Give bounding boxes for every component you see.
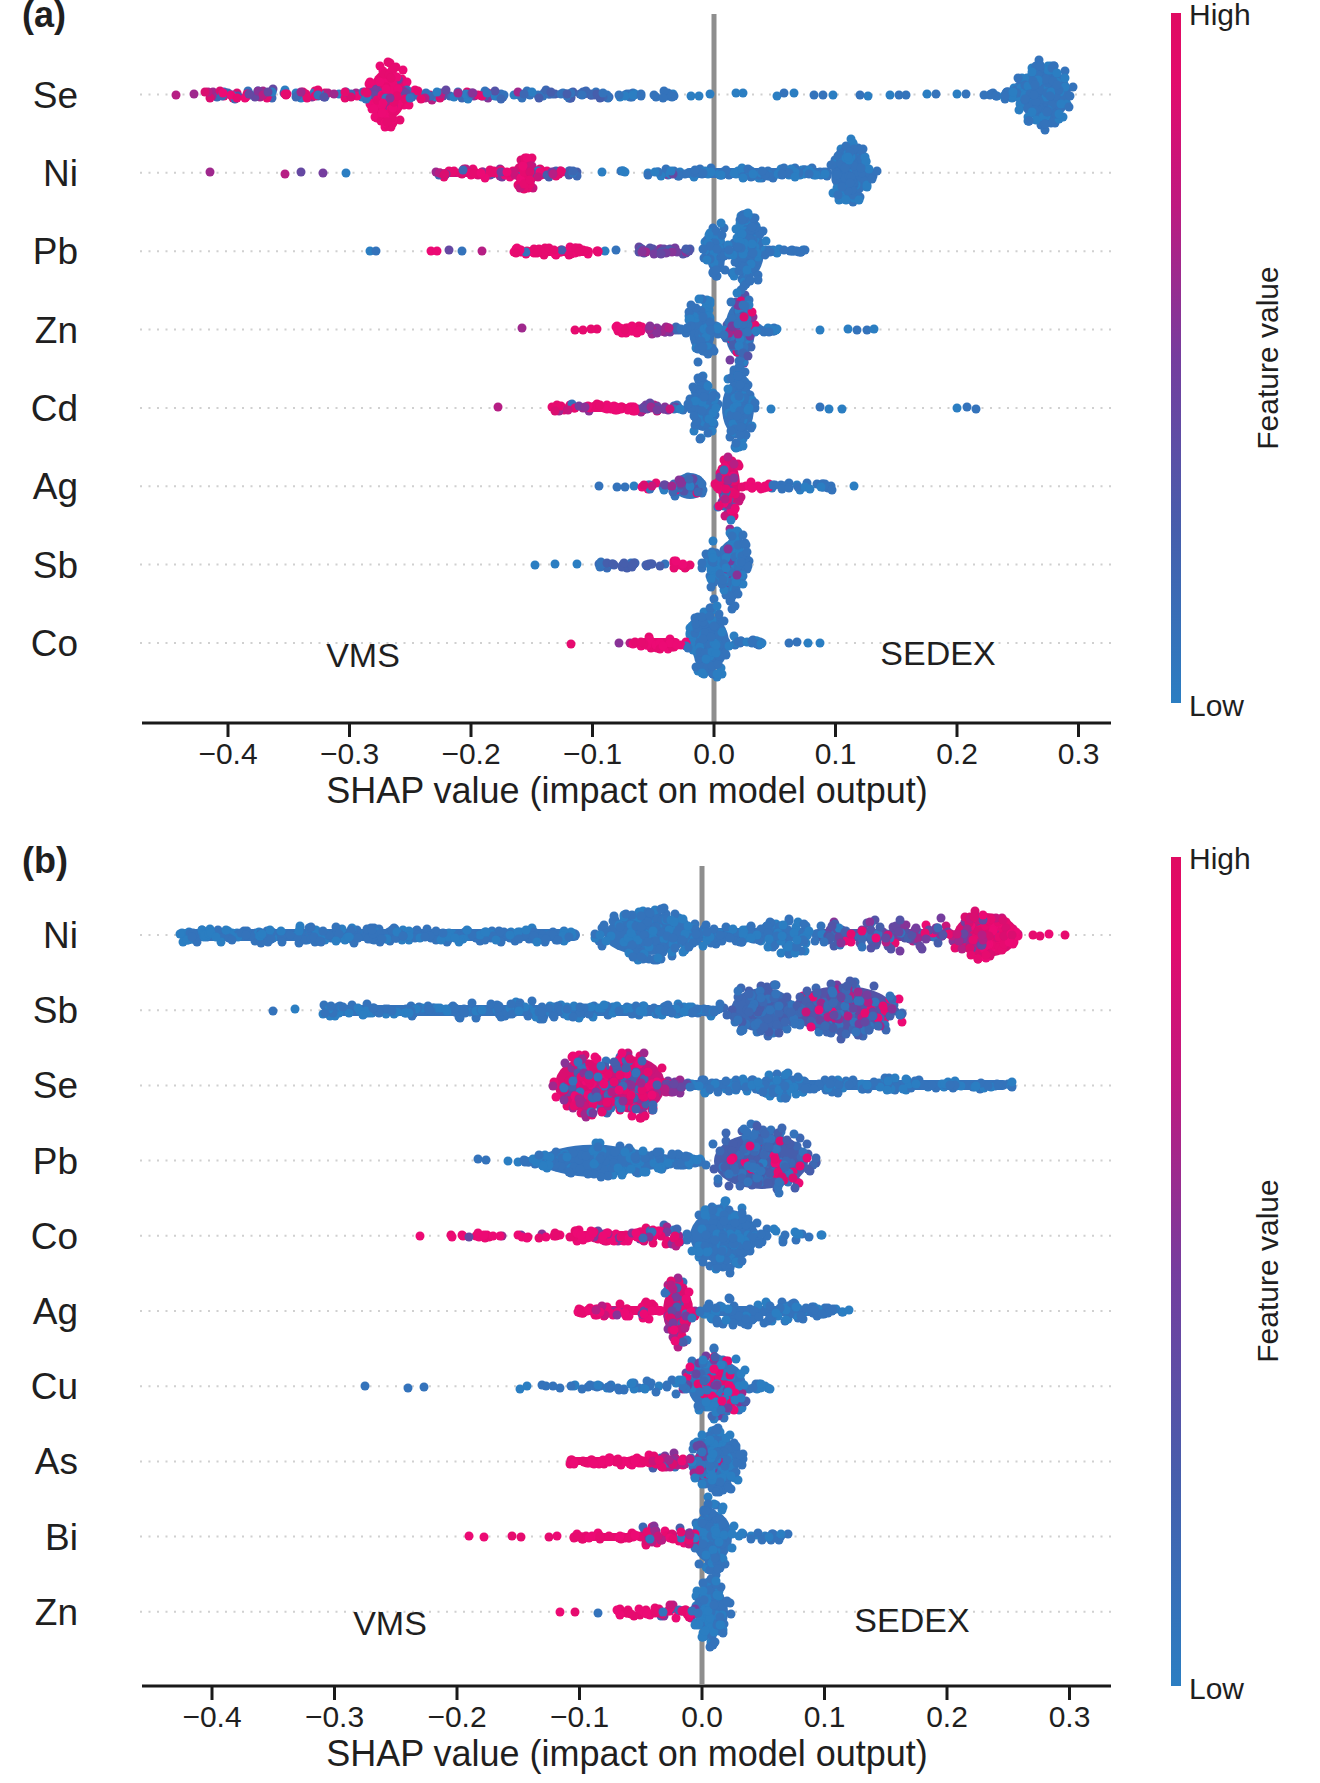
svg-text:Ag: Ag bbox=[33, 466, 78, 507]
svg-text:SEDEX: SEDEX bbox=[854, 1601, 969, 1639]
svg-text:−0.3: −0.3 bbox=[305, 1700, 364, 1733]
svg-text:Feature value: Feature value bbox=[1251, 1179, 1284, 1362]
svg-text:0.0: 0.0 bbox=[693, 737, 735, 770]
svg-text:Ni: Ni bbox=[43, 915, 78, 956]
svg-text:Feature value: Feature value bbox=[1251, 266, 1284, 449]
svg-text:0.2: 0.2 bbox=[936, 737, 978, 770]
svg-text:Cu: Cu bbox=[31, 1366, 78, 1407]
svg-text:Pb: Pb bbox=[33, 1141, 78, 1182]
svg-text:−0.1: −0.1 bbox=[563, 737, 622, 770]
svg-text:Co: Co bbox=[31, 1216, 78, 1257]
svg-text:0.3: 0.3 bbox=[1058, 737, 1100, 770]
svg-text:High: High bbox=[1189, 0, 1251, 31]
svg-text:(b): (b) bbox=[22, 840, 68, 881]
svg-text:SHAP value (impact on model ou: SHAP value (impact on model output) bbox=[326, 770, 928, 811]
svg-text:Se: Se bbox=[33, 75, 78, 116]
svg-text:Ag: Ag bbox=[33, 1291, 78, 1332]
svg-text:SEDEX: SEDEX bbox=[880, 634, 995, 672]
svg-text:VMS: VMS bbox=[353, 1604, 427, 1642]
svg-text:As: As bbox=[35, 1441, 78, 1482]
svg-text:0.3: 0.3 bbox=[1049, 1700, 1091, 1733]
svg-text:−0.4: −0.4 bbox=[198, 737, 257, 770]
svg-text:−0.3: −0.3 bbox=[320, 737, 379, 770]
svg-text:Sb: Sb bbox=[33, 545, 78, 586]
svg-text:Low: Low bbox=[1189, 1672, 1244, 1705]
svg-text:−0.2: −0.2 bbox=[427, 1700, 486, 1733]
svg-text:Sb: Sb bbox=[33, 990, 78, 1031]
svg-text:−0.4: −0.4 bbox=[182, 1700, 241, 1733]
svg-text:0.1: 0.1 bbox=[804, 1700, 846, 1733]
svg-text:Cd: Cd bbox=[31, 388, 78, 429]
svg-text:Zn: Zn bbox=[35, 1592, 78, 1633]
svg-text:SHAP value (impact on model ou: SHAP value (impact on model output) bbox=[326, 1733, 928, 1774]
svg-text:Se: Se bbox=[33, 1065, 78, 1106]
svg-text:0.0: 0.0 bbox=[681, 1700, 723, 1733]
svg-text:High: High bbox=[1189, 842, 1251, 875]
svg-text:Low: Low bbox=[1189, 689, 1244, 722]
svg-text:Co: Co bbox=[31, 623, 78, 664]
svg-text:Ni: Ni bbox=[43, 153, 78, 194]
svg-text:(a): (a) bbox=[22, 0, 66, 35]
svg-text:VMS: VMS bbox=[326, 636, 400, 674]
svg-text:−0.1: −0.1 bbox=[550, 1700, 609, 1733]
svg-text:Bi: Bi bbox=[45, 1517, 78, 1558]
svg-text:Zn: Zn bbox=[35, 310, 78, 351]
svg-text:0.1: 0.1 bbox=[815, 737, 857, 770]
svg-text:0.2: 0.2 bbox=[926, 1700, 968, 1733]
svg-text:Pb: Pb bbox=[33, 231, 78, 272]
svg-text:−0.2: −0.2 bbox=[441, 737, 500, 770]
